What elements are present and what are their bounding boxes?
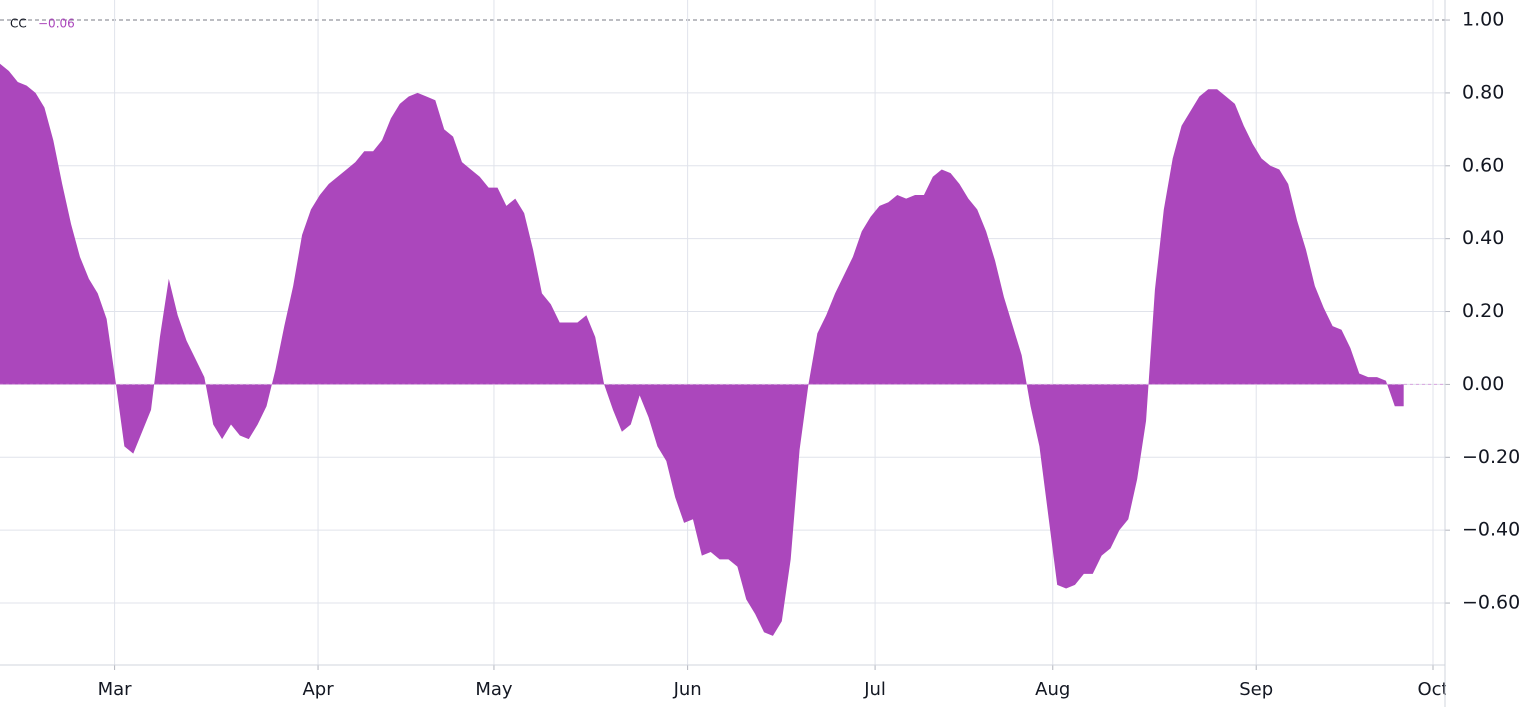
y-tick-label: 0.20 (1462, 300, 1504, 322)
y-tick-label: 0.80 (1462, 81, 1504, 103)
plot (0, 63, 1445, 636)
y-tick-label: 0.00 (1462, 373, 1504, 395)
legend-value: −0.06 (38, 17, 75, 31)
x-tick-label: Jul (863, 679, 886, 700)
y-axis: 1.00 0.80 0.60 0.40 0.20 0.00 −0.20 −0.40 −0.60 (1444, 0, 1520, 707)
y-tick-label: 1.00 (1462, 9, 1504, 31)
x-tick-label: Oct (1417, 679, 1448, 700)
y-tick-label: −0.20 (1462, 446, 1520, 468)
area (0, 63, 1404, 636)
legend-label: CC (10, 17, 27, 31)
x-tick-label: Apr (302, 679, 334, 700)
x-tick-label: May (475, 679, 513, 700)
x-tick-label: Sep (1239, 679, 1273, 700)
x-tick-label: Mar (98, 679, 133, 700)
x-tick-label: Jun (673, 679, 702, 700)
x-tick-label: Aug (1035, 679, 1070, 700)
y-tick-label: 0.40 (1462, 227, 1504, 249)
y-tick-label: 0.60 (1462, 154, 1504, 176)
y-tick-label: −0.40 (1462, 519, 1520, 541)
y-tick-label: −0.60 (1462, 592, 1520, 614)
x-axis: Mar Apr May Jun Jul Aug Sep Oct (0, 664, 1448, 700)
